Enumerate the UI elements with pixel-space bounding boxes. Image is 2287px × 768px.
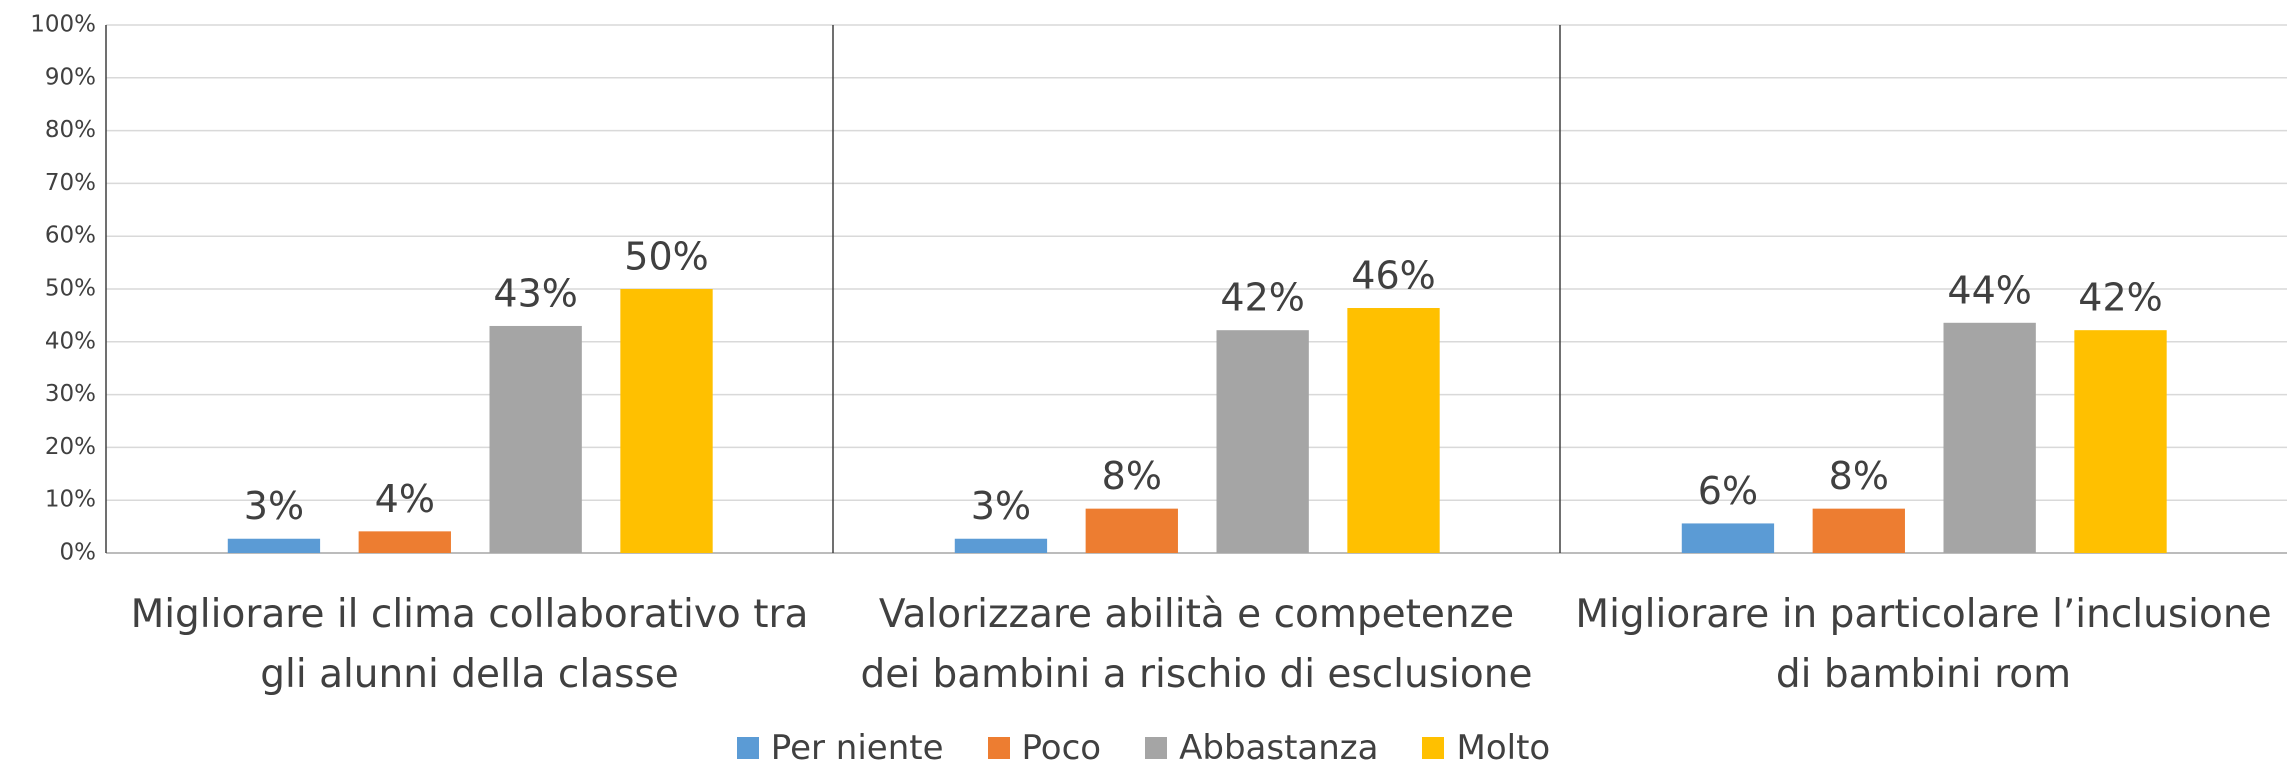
bar [2074,330,2167,553]
data-label: 46% [1351,254,1435,298]
data-label: 8% [1829,454,1889,498]
data-label: 42% [1220,276,1304,320]
bar [489,325,582,553]
data-label: 44% [1947,268,2031,312]
y-tick-label: 100% [30,12,96,38]
legend-item: Per niente [736,728,944,768]
legend-swatch [987,737,1010,759]
bar [227,538,321,553]
data-label: 50% [624,235,708,279]
bar [358,531,451,553]
bar [620,289,713,553]
bar [1812,508,1905,553]
x-tick-label: Migliorare il clima collaborativo tra gl… [130,592,809,697]
data-label: 42% [2078,276,2162,320]
x-tick-label: Migliorare in particolare l’inclusione d… [1575,592,2272,697]
bar [954,538,1048,553]
legend-item: Molto [1422,728,1550,768]
legend-label: Poco [1021,728,1102,768]
legend-label: Per niente [770,728,944,768]
bar [1681,523,1775,553]
bar [1943,322,2036,553]
data-label: 3% [971,484,1031,528]
legend-swatch [1422,737,1445,759]
y-tick-label: 70% [45,170,96,196]
data-label: 43% [493,271,577,315]
data-label: 3% [244,484,304,528]
y-tick-label: 40% [45,328,96,354]
y-tick-label: 0% [60,540,97,566]
x-tick-label: Valorizzare abilità e competenze dei bam… [860,592,1533,697]
legend-swatch [1145,737,1168,759]
legend: Per niente Poco Abbastanza Molto [0,728,2287,768]
legend-swatch [736,737,759,759]
legend-label: Molto [1456,728,1551,768]
bar [1085,508,1178,553]
data-label: 8% [1102,454,1162,498]
legend-item: Abbastanza [1145,728,1378,768]
y-tick-label: 80% [45,117,96,143]
data-label: 4% [375,477,435,521]
y-tick-label: 60% [45,223,96,249]
y-tick-label: 50% [45,276,96,302]
bar [1347,308,1440,553]
legend-item: Poco [987,728,1102,768]
y-tick-label: 20% [45,434,96,460]
y-tick-label: 90% [45,64,96,90]
data-label: 6% [1698,469,1758,513]
y-tick-label: 30% [45,381,96,407]
y-tick-label: 10% [45,487,96,513]
legend-label: Abbastanza [1179,728,1379,768]
bar [1216,330,1309,553]
